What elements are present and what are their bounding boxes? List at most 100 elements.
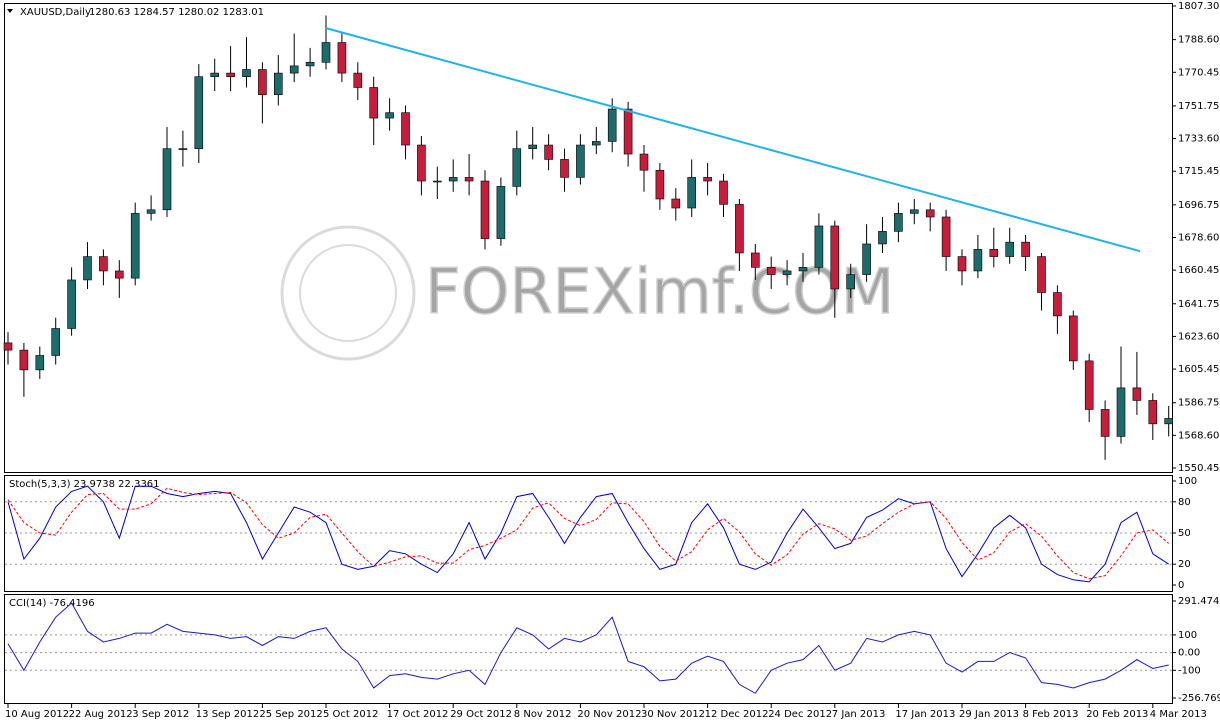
indicator-line: [7, 602, 1169, 694]
y-tick-label: 1605.45: [1178, 364, 1219, 375]
candle-body: [401, 112, 410, 146]
chart-subtitle: 1280.63 1284.57 1280.02 1283.01: [89, 7, 264, 18]
candle-body: [35, 355, 45, 371]
candle-body: [67, 279, 76, 329]
x-tick-label: 17 Oct 2012: [387, 709, 449, 720]
candle-body: [51, 328, 61, 356]
x-tick-label: 20 Nov 2012: [577, 709, 641, 720]
cci-title: CCI(14) -76.4196: [9, 598, 95, 609]
y-tick-label: 1715.45: [1178, 166, 1219, 177]
x-tick-label: 7 Jan 2013: [832, 709, 886, 720]
x-tick-label: 22 Aug 2012: [69, 709, 133, 720]
candle-body: [496, 186, 506, 239]
candle-body: [623, 108, 633, 155]
candle-body: [846, 274, 856, 290]
candle-body: [480, 180, 490, 239]
y-tick-label: 1660.45: [1178, 265, 1219, 276]
y-tick-label: -100: [1178, 665, 1201, 676]
candle-body: [576, 144, 585, 178]
candle-body: [830, 225, 840, 290]
x-tick-label: 4 Mar 2013: [1150, 709, 1207, 720]
y-tick-label: 291.4746: [1178, 596, 1220, 607]
candle-body: [862, 243, 871, 275]
y-tick-label: 1568.60: [1178, 430, 1219, 441]
trendline: [325, 27, 1141, 253]
candle-body: [385, 112, 394, 119]
candle-body: [1132, 387, 1142, 401]
candle-body: [750, 252, 760, 268]
candle-body: [1069, 315, 1078, 362]
candle-body: [766, 267, 776, 275]
candle-body: [1164, 418, 1173, 425]
candle-body: [273, 72, 283, 95]
y-tick-label: 1751.75: [1178, 101, 1219, 112]
y-tick-label: 1550.45: [1178, 463, 1219, 474]
indicator-line: [7, 487, 1170, 580]
watermark: FOREXimf.COM: [280, 225, 895, 361]
candle-body: [115, 270, 124, 279]
candle-body: [957, 256, 967, 272]
candle-body: [687, 177, 697, 209]
x-tick-label: 20 Feb 2013: [1086, 709, 1148, 720]
y-tick-label: 1696.75: [1178, 200, 1219, 211]
y-tick-label: 0: [1178, 580, 1184, 591]
candle-body: [782, 270, 792, 275]
x-tick-label: 8 Nov 2012: [514, 709, 572, 720]
x-tick-label: 24 Dec 2012: [768, 709, 832, 720]
chart-title: XAUUSD,Daily: [20, 7, 91, 18]
indicator-line: [7, 485, 1169, 583]
x-tick-label: 10 Aug 2012: [5, 709, 69, 720]
candle-body: [703, 177, 712, 182]
candle-body: [878, 231, 887, 245]
candle-body: [3, 342, 13, 351]
watermark-logo: [280, 225, 416, 361]
candle-body: [528, 144, 538, 149]
candle-body: [639, 153, 649, 171]
candle-body: [258, 69, 267, 95]
candle-body: [1005, 241, 1015, 257]
y-tick-label: 1586.75: [1178, 398, 1219, 409]
y-tick-label: 1770.45: [1178, 67, 1219, 78]
candle-body: [512, 148, 522, 187]
candle-body: [289, 65, 299, 74]
x-tick-label: 30 Nov 2012: [641, 709, 705, 720]
candle-body: [353, 72, 363, 88]
collapse-icon: [7, 9, 13, 13]
x-tick-label: 12 Dec 2012: [705, 709, 769, 720]
x-tick-label: 5 Oct 2012: [323, 709, 378, 720]
candle-body: [83, 256, 92, 281]
x-tick-label: 8 Feb 2013: [1023, 709, 1079, 720]
candle-body: [321, 42, 331, 63]
x-tick-label: 13 Sep 2012: [196, 709, 259, 720]
candle-body: [369, 87, 379, 119]
candle-body: [941, 216, 951, 257]
x-tick-label: 3 Sep 2012: [132, 709, 189, 720]
stoch-title: Stoch(5,3,3) 23.9738 22.3361: [9, 479, 160, 490]
cci-panel: [4, 594, 1173, 704]
candle-body: [798, 267, 808, 272]
candle-body: [337, 42, 347, 74]
x-tick-label: 25 Sep 2012: [259, 709, 322, 720]
candle-body: [464, 177, 474, 182]
y-tick-label: 50: [1178, 528, 1191, 539]
candle-body: [432, 180, 442, 183]
y-tick-label: 1623.60: [1178, 331, 1219, 342]
x-tick-label: 17 Jan 2013: [895, 709, 955, 720]
candle-body: [989, 249, 999, 257]
candle-body: [1100, 409, 1110, 437]
candle-body: [1084, 360, 1094, 410]
candle-body: [655, 169, 665, 200]
candle-body: [146, 209, 156, 214]
candle-body: [194, 76, 204, 149]
candle-body: [178, 148, 188, 150]
watermark-text: FOREXimf.COM: [425, 255, 894, 328]
candle-body: [925, 209, 935, 218]
x-tick-label: 29 Jan 2013: [959, 709, 1019, 720]
candle-body: [448, 177, 458, 182]
candle-body: [130, 213, 140, 279]
candle-body: [607, 108, 617, 142]
candle-body: [591, 141, 601, 146]
candle-body: [99, 256, 108, 272]
